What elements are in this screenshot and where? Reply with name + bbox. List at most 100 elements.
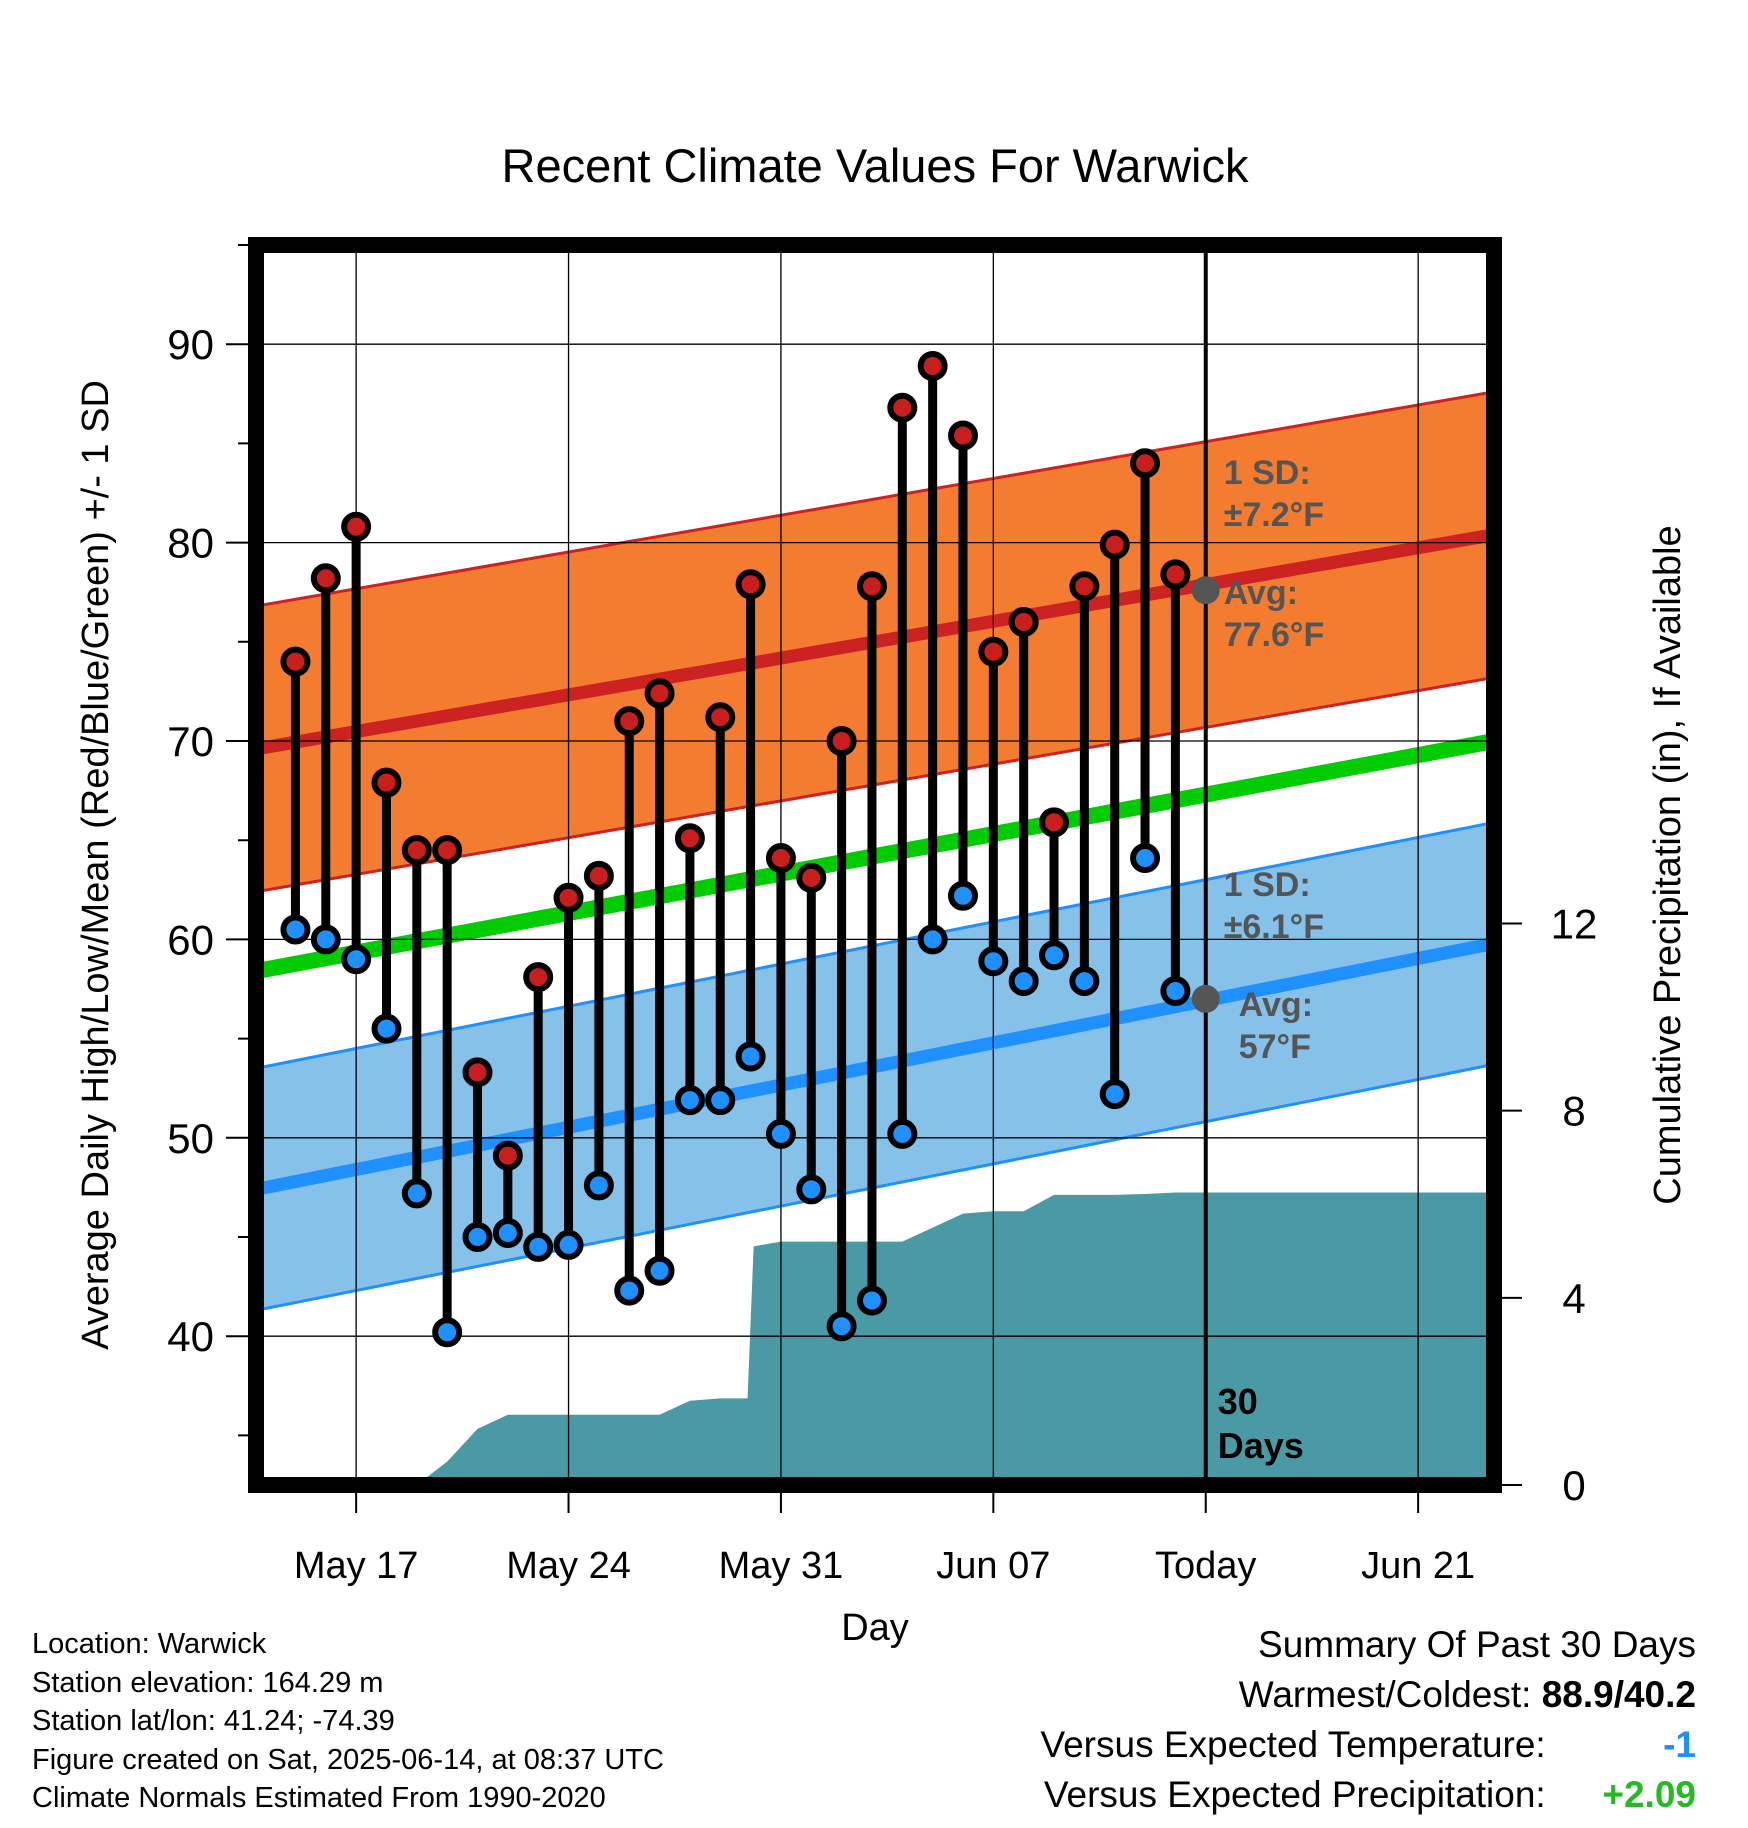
high-point <box>432 835 463 866</box>
high-point <box>462 1057 493 1088</box>
high-point <box>644 678 675 709</box>
high-sd-value: ±7.2°F <box>1224 496 1324 534</box>
precip-value: +2.09 <box>1602 1774 1696 1815</box>
today-avg-low-marker <box>1191 984 1220 1013</box>
summary-panel: Summary Of Past 30 Days Warmest/Coldest:… <box>1040 1620 1696 1820</box>
y-tick-label: 90 <box>167 321 214 368</box>
summary-warm-cold: Warmest/Coldest: 88.9/40.2 <box>1040 1670 1696 1720</box>
low-point <box>1069 966 1100 997</box>
today-avg-high-marker <box>1191 576 1220 605</box>
low-point <box>371 1013 402 1044</box>
y-tick-label: 60 <box>167 916 214 963</box>
low-avg-label: Avg: <box>1239 986 1313 1024</box>
low-point <box>705 1085 736 1116</box>
y2-tick-label: 0 <box>1562 1462 1585 1509</box>
x-tick-label: May 24 <box>506 1545 631 1587</box>
high-point <box>796 862 827 893</box>
low-point <box>583 1170 614 1201</box>
high-point <box>1130 448 1161 479</box>
low-point <box>1160 975 1191 1006</box>
high-sd-label: 1 SD: <box>1224 454 1311 492</box>
high-point <box>978 636 1009 667</box>
chart-title: Recent Climate Values For Warwick <box>502 139 1249 192</box>
low-point <box>644 1255 675 1286</box>
window-label-days: Days <box>1218 1425 1304 1466</box>
low-point <box>553 1229 584 1260</box>
high-point <box>341 511 372 542</box>
high-point <box>674 823 705 854</box>
low-point <box>614 1275 645 1306</box>
created-text: Figure created on Sat, 2025-06-14, at 08… <box>32 1743 664 1776</box>
y-tick-label: 70 <box>167 718 214 765</box>
summary-precip: Versus Expected Precipitation: +2.09 <box>1040 1770 1696 1820</box>
y-tick-label: 50 <box>167 1115 214 1162</box>
high-point <box>826 726 857 756</box>
station-info: Location: Warwick Station elevation: 164… <box>32 1625 664 1818</box>
high-point <box>856 571 887 602</box>
warm-cold-value: 88.9/40.2 <box>1541 1674 1696 1715</box>
y2-tick-label: 8 <box>1562 1088 1585 1135</box>
high-avg-value: 77.6°F <box>1224 616 1325 654</box>
low-point <box>735 1041 766 1072</box>
low-point <box>310 924 341 955</box>
warm-cold-label: Warmest/Coldest: <box>1238 1674 1532 1715</box>
low-point <box>523 1231 554 1262</box>
low-point <box>492 1218 523 1249</box>
elevation-text: Station elevation: 164.29 m <box>32 1666 384 1699</box>
high-point <box>614 706 645 737</box>
high-point <box>735 569 766 600</box>
high-point <box>1160 559 1191 590</box>
low-point <box>796 1174 827 1205</box>
high-point <box>917 351 948 382</box>
low-point <box>947 880 978 911</box>
low-sd-label: 1 SD: <box>1224 866 1311 904</box>
high-point <box>1039 807 1070 838</box>
low-point <box>341 944 372 975</box>
high-point <box>280 646 311 677</box>
x-tick-label: Jun 21 <box>1361 1545 1475 1587</box>
low-point <box>462 1222 493 1252</box>
low-point <box>826 1311 857 1342</box>
summary-temp: Versus Expected Temperature: -1 <box>1040 1720 1696 1770</box>
low-avg-value: 57°F <box>1239 1028 1311 1066</box>
y-axis-label: Average Daily High/Low/Mean (Red/Blue/Gr… <box>75 380 117 1350</box>
high-point <box>492 1140 523 1171</box>
high-avg-label: Avg: <box>1224 574 1298 612</box>
high-point <box>553 882 584 913</box>
low-point <box>401 1178 432 1209</box>
precip-area <box>416 1192 1494 1485</box>
high-point <box>1099 529 1130 560</box>
low-point <box>887 1118 918 1149</box>
x-tick-label: May 17 <box>294 1545 419 1587</box>
low-point <box>856 1285 887 1316</box>
high-point <box>1069 571 1100 602</box>
y2-axis-label: Cumulative Precipitation (in), If Availa… <box>1647 525 1689 1204</box>
x-tick-label: Jun 07 <box>936 1545 1050 1587</box>
normals-text: Climate Normals Estimated From 1990-2020 <box>32 1782 606 1814</box>
low-sd-value: ±6.1°F <box>1224 908 1324 946</box>
low-point <box>1130 843 1161 874</box>
y2-tick-label: 4 <box>1562 1275 1585 1322</box>
window-label-number: 30 <box>1218 1381 1258 1422</box>
temp-value: -1 <box>1663 1724 1696 1765</box>
high-point <box>401 835 432 866</box>
y2-tick-label: 12 <box>1551 900 1598 947</box>
high-point <box>947 420 978 451</box>
location-text: Location: Warwick <box>32 1628 267 1660</box>
x-axis-label: Day <box>841 1607 909 1649</box>
x-tick-label: May 31 <box>719 1545 844 1587</box>
low-point <box>978 946 1009 977</box>
low-point <box>1039 940 1070 971</box>
low-point <box>765 1118 796 1149</box>
high-point <box>765 843 796 874</box>
high-point <box>1008 606 1039 637</box>
plot-frame <box>248 237 1502 1493</box>
low-point <box>1008 966 1039 997</box>
latlon-text: Station lat/lon: 41.24; -74.39 <box>32 1705 395 1737</box>
low-point <box>674 1085 705 1116</box>
summary-title: Summary Of Past 30 Days <box>1258 1624 1696 1665</box>
low-point <box>1099 1079 1130 1110</box>
high-point <box>705 702 736 733</box>
precip-label: Versus Expected Precipitation: <box>1043 1774 1546 1815</box>
